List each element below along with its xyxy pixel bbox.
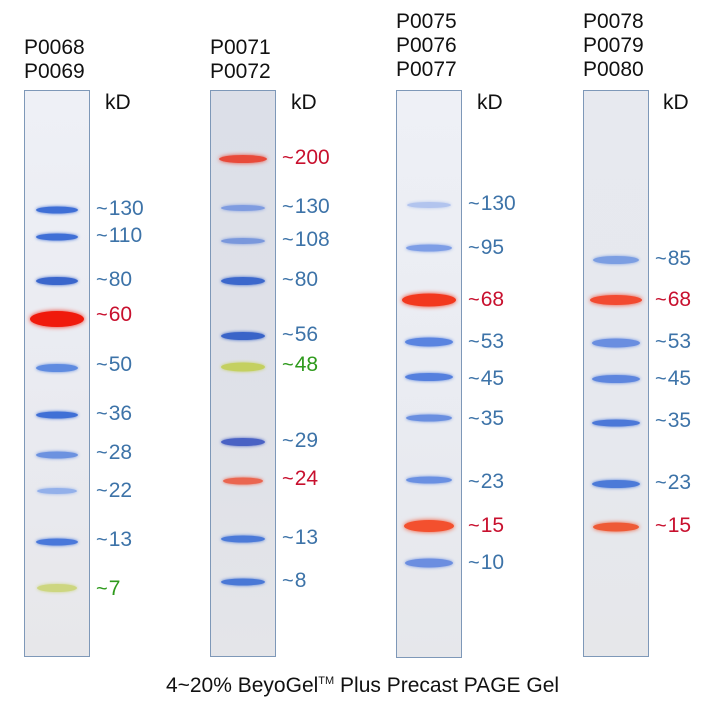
kd-label-2: kD <box>291 91 317 114</box>
figure-caption: 4~20% BeyoGelTM Plus Precast PAGE Gel <box>0 674 725 698</box>
band-130 <box>407 202 451 208</box>
band-label: ~130 <box>96 197 144 220</box>
band-15 <box>404 520 454 532</box>
band-label: ~35 <box>468 407 505 430</box>
band-13 <box>221 535 265 543</box>
band-130 <box>221 205 265 211</box>
caption-suffix: Plus Precast PAGE Gel <box>334 674 560 697</box>
band-label: ~68 <box>655 288 692 311</box>
band-label: ~45 <box>468 367 505 390</box>
band-label: ~13 <box>282 526 319 549</box>
band-label: ~80 <box>96 268 133 291</box>
band-label: ~29 <box>282 429 319 452</box>
band-8 <box>221 578 265 586</box>
band-23 <box>592 480 640 488</box>
band-80 <box>36 277 78 285</box>
band-label: ~60 <box>96 303 133 326</box>
band-label: ~200 <box>282 146 330 169</box>
band-56 <box>221 332 265 340</box>
band-label: ~13 <box>96 528 133 551</box>
band-53 <box>405 337 453 347</box>
band-10 <box>405 558 453 568</box>
band-36 <box>36 411 78 419</box>
band-22 <box>37 488 77 494</box>
caption-prefix: 4~20% BeyoGel <box>165 674 319 697</box>
band-108 <box>221 238 265 244</box>
band-60 <box>30 311 84 327</box>
band-68 <box>402 293 456 307</box>
band-50 <box>36 364 78 372</box>
band-label: ~80 <box>282 268 319 291</box>
band-label: ~50 <box>96 353 133 376</box>
band-15 <box>593 522 639 532</box>
lane-header-2: P0071 P0072 <box>210 36 271 83</box>
trademark-mark: TM <box>318 675 335 687</box>
band-label: ~53 <box>655 330 692 353</box>
band-200 <box>219 155 267 163</box>
gel-lane-2 <box>210 90 276 657</box>
kd-label-3: kD <box>477 91 503 114</box>
band-35 <box>406 414 452 422</box>
band-label: ~36 <box>96 402 133 425</box>
band-label: ~23 <box>655 471 692 494</box>
band-68 <box>590 295 642 305</box>
band-label: ~8 <box>282 569 307 592</box>
band-23 <box>406 476 452 484</box>
band-label: ~110 <box>96 224 143 247</box>
band-7 <box>37 584 77 592</box>
band-48 <box>221 362 265 372</box>
kd-label-1: kD <box>105 91 131 114</box>
band-53 <box>592 338 640 348</box>
band-label: ~48 <box>282 353 319 376</box>
band-label: ~35 <box>655 409 692 432</box>
band-label: ~53 <box>468 330 505 353</box>
lane-header-1: P0068 P0069 <box>24 36 85 83</box>
kd-label-4: kD <box>663 91 689 114</box>
band-label: ~28 <box>96 441 133 464</box>
band-label: ~15 <box>655 514 692 537</box>
band-80 <box>221 277 265 285</box>
lane-header-4: P0078 P0079 P0080 <box>583 10 644 81</box>
band-label: ~130 <box>468 192 516 215</box>
band-label: ~130 <box>282 195 330 218</box>
gel-lane-3 <box>396 90 462 658</box>
band-label: ~108 <box>282 228 330 251</box>
band-label: ~24 <box>282 467 319 490</box>
gel-lane-4 <box>583 90 649 657</box>
band-130 <box>36 206 78 214</box>
lane-header-3: P0075 P0076 P0077 <box>396 10 457 81</box>
band-label: ~68 <box>468 288 505 311</box>
band-95 <box>406 244 452 252</box>
band-110 <box>36 233 78 241</box>
band-label: ~10 <box>468 551 505 574</box>
gel-lane-1 <box>24 90 90 657</box>
band-label: ~23 <box>468 470 505 493</box>
band-label: ~15 <box>468 514 505 537</box>
band-35 <box>592 419 640 427</box>
band-label: ~22 <box>96 479 133 502</box>
band-45 <box>405 373 453 381</box>
band-29 <box>221 438 265 446</box>
band-label: ~85 <box>655 247 692 270</box>
band-label: ~56 <box>282 323 319 346</box>
band-label: ~95 <box>468 236 505 259</box>
band-13 <box>36 538 78 546</box>
band-45 <box>592 375 640 383</box>
band-28 <box>36 451 78 459</box>
band-85 <box>593 256 639 264</box>
band-label: ~45 <box>655 367 692 390</box>
band-label: ~7 <box>96 577 121 600</box>
band-24 <box>223 477 263 485</box>
